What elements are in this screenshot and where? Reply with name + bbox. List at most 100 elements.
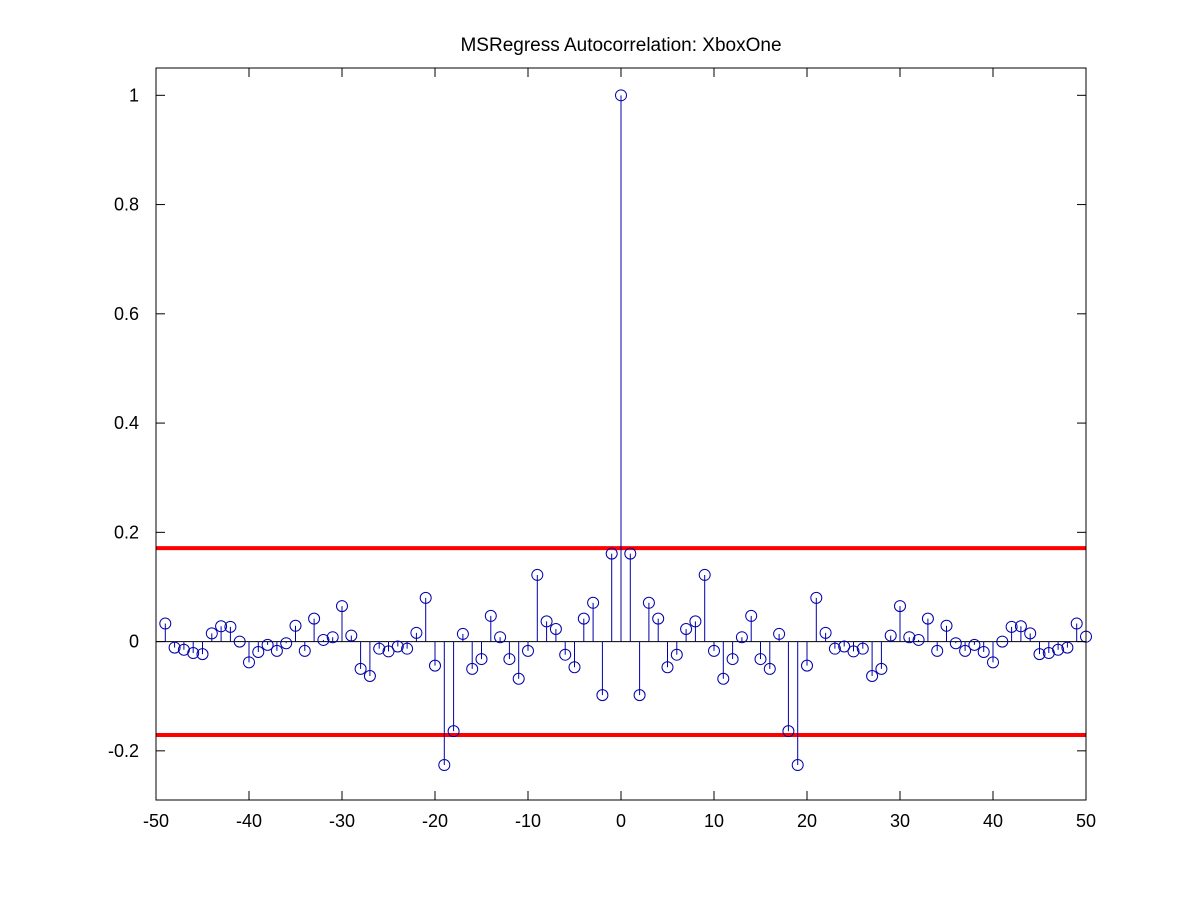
- stem-marker: [1024, 627, 1037, 640]
- stem-marker: [903, 631, 916, 644]
- stem-marker: [661, 661, 674, 674]
- y-tick-label: 0.6: [114, 304, 139, 324]
- y-tick-label: 0.2: [114, 522, 139, 542]
- y-tick-label: 0: [129, 632, 139, 652]
- stem-marker: [512, 672, 525, 685]
- stem-marker: [987, 656, 999, 669]
- stem-marker: [456, 627, 469, 640]
- stem-marker: [828, 642, 841, 655]
- axis-ticks: [155, 68, 1087, 800]
- y-tick-label: 0.8: [114, 195, 139, 215]
- stem-marker: [847, 645, 860, 658]
- stem-marker: [447, 725, 460, 738]
- stem-marker: [754, 653, 767, 666]
- y-tick-label: -0.2: [108, 741, 139, 761]
- stem-marker: [717, 672, 730, 685]
- stem-marker: [875, 662, 888, 675]
- stem-marker: [559, 648, 572, 661]
- stem-marker: [503, 653, 516, 666]
- stem-marker: [791, 759, 804, 772]
- stem-marker: [782, 725, 795, 738]
- stem-marker: [633, 689, 646, 702]
- stem-marker: [438, 759, 451, 772]
- stem-marker: [336, 600, 348, 613]
- stem-marker: [587, 596, 600, 609]
- stem-marker: [763, 662, 776, 675]
- stem-marker: [1033, 648, 1046, 661]
- x-tick-label: -10: [515, 811, 541, 831]
- stem-marker: [801, 659, 813, 672]
- stem-marker: [931, 644, 944, 657]
- stem-marker: [894, 600, 906, 613]
- stem-marker: [205, 627, 218, 640]
- x-tick-label: 20: [797, 811, 817, 831]
- stem-marker: [466, 662, 479, 675]
- stem-marker: [419, 591, 432, 604]
- stem-marker: [215, 620, 228, 633]
- x-tick-label: 0: [616, 811, 626, 831]
- stem-marker: [577, 612, 590, 625]
- stem-marker: [1070, 617, 1083, 630]
- y-tick-labels: -0.2 0 0.2 0.4 0.6 0.8 1: [108, 85, 139, 761]
- x-tick-label: -20: [422, 811, 448, 831]
- stem-marker: [921, 612, 934, 625]
- stem-marker: [429, 659, 441, 672]
- stem-marker: [652, 612, 665, 625]
- x-tick-label: -50: [143, 811, 169, 831]
- stem-marker: [680, 623, 693, 636]
- stem-marker: [308, 612, 321, 625]
- stem-marker: [326, 631, 339, 644]
- stem-marker: [1005, 620, 1018, 633]
- stem-marker: [363, 669, 376, 682]
- stem-marker: [670, 648, 683, 661]
- stem-marker: [391, 640, 404, 653]
- stem-marker: [819, 626, 832, 639]
- stem-marker: [959, 644, 972, 657]
- stem-marker: [298, 644, 311, 657]
- stem-marker: [475, 653, 488, 666]
- stem-marker: [698, 568, 711, 581]
- stem-marker: [1052, 643, 1065, 656]
- stem-marker: [1061, 641, 1074, 654]
- x-tick-label: 10: [704, 811, 724, 831]
- x-tick-label: 40: [983, 811, 1003, 831]
- stem-marker: [261, 638, 274, 651]
- stem-marker: [168, 641, 181, 654]
- stem-marker: [522, 644, 534, 657]
- x-tick-label: 50: [1076, 811, 1096, 831]
- stem-marker: [531, 568, 544, 581]
- y-tick-label: 0.4: [114, 413, 139, 433]
- stem-marker: [317, 633, 330, 646]
- stem-marker: [280, 637, 293, 650]
- stem-marker: [410, 626, 423, 639]
- stem-marker: [159, 617, 172, 630]
- stem-marker: [977, 645, 990, 658]
- x-tick-labels: -50 -40 -30 -20 -10 0 10 20 30 40 50: [143, 811, 1096, 831]
- stem-marker: [568, 661, 581, 674]
- stem-marker: [1014, 620, 1027, 633]
- y-tick-label: 1: [129, 85, 139, 105]
- stem-marker: [735, 631, 748, 644]
- stem-series: [156, 89, 1092, 772]
- stem-marker: [596, 689, 609, 702]
- stem-marker: [270, 644, 283, 657]
- stem-marker: [196, 648, 209, 661]
- stem-marker: [838, 640, 851, 653]
- stem-marker: [689, 615, 702, 628]
- stem-marker: [968, 638, 981, 651]
- stem-marker: [605, 547, 618, 560]
- stem-marker: [949, 637, 962, 650]
- stem-marker: [252, 645, 265, 658]
- stem-marker: [866, 669, 879, 682]
- stem-marker: [642, 596, 655, 609]
- stem-marker: [484, 609, 497, 622]
- stem-marker: [494, 631, 507, 644]
- stem-marker: [996, 635, 1009, 648]
- chart-title: MSRegress Autocorrelation: XboxOne: [460, 35, 781, 56]
- stem-marker: [373, 642, 386, 655]
- stem-marker: [289, 619, 302, 632]
- stem-marker: [708, 644, 720, 657]
- stem-marker: [345, 629, 358, 642]
- stem-marker: [624, 547, 637, 560]
